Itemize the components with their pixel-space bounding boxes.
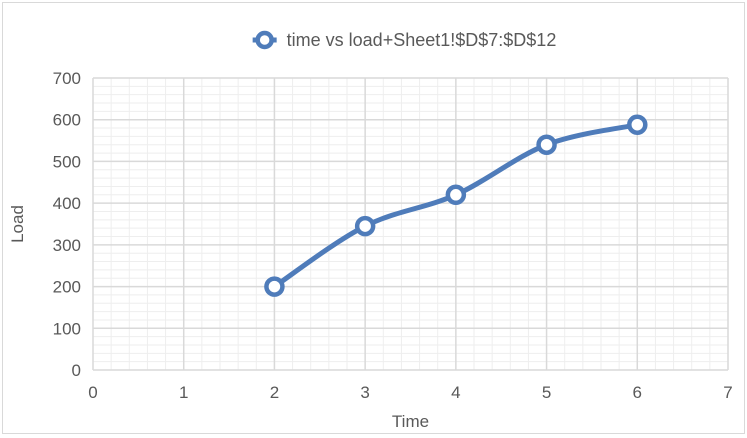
x-axis-tick-labels: 0 1 2 3 4 5 6 7: [88, 383, 732, 402]
data-point: [264, 276, 285, 297]
major-gridlines: [92, 77, 729, 371]
data-point: [445, 184, 467, 206]
chart-svg: 0 100 200 300 400 500 600 700 0 1 2 3 4 5 6 7 time vs …: [8, 30, 733, 431]
x-tick-label: 3: [360, 383, 369, 402]
x-tick-label: 0: [88, 383, 97, 402]
x-tick-label: 7: [723, 383, 732, 402]
y-axis-tick-labels: 0 100 200 300 400 500 600 700: [53, 69, 81, 380]
series-layer: [264, 114, 648, 297]
y-tick-label: 400: [53, 194, 81, 213]
y-axis-title: Load: [8, 205, 27, 243]
y-tick-label: 100: [53, 319, 81, 338]
data-point: [536, 134, 557, 155]
data-point: [627, 114, 648, 135]
minor-gridlines: [93, 78, 728, 370]
y-tick-label: 600: [53, 111, 81, 130]
legend-marker: [255, 30, 274, 50]
x-tick-label: 2: [270, 383, 279, 402]
y-tick-label: 200: [53, 278, 81, 297]
legend: time vs load+Sheet1!$D$7:$D$12: [252, 30, 557, 50]
x-tick-label: 1: [179, 383, 188, 402]
x-tick-label: 6: [633, 383, 642, 402]
y-tick-label: 700: [53, 69, 81, 88]
y-tick-label: 300: [53, 236, 81, 255]
x-tick-label: 5: [542, 383, 551, 402]
x-axis-title: Time: [392, 412, 429, 431]
y-tick-label: 500: [53, 152, 81, 171]
legend-label: time vs load+Sheet1!$D$7:$D$12: [287, 30, 557, 50]
x-tick-label: 4: [451, 383, 460, 402]
y-tick-label: 0: [72, 361, 81, 380]
data-point: [354, 215, 376, 237]
